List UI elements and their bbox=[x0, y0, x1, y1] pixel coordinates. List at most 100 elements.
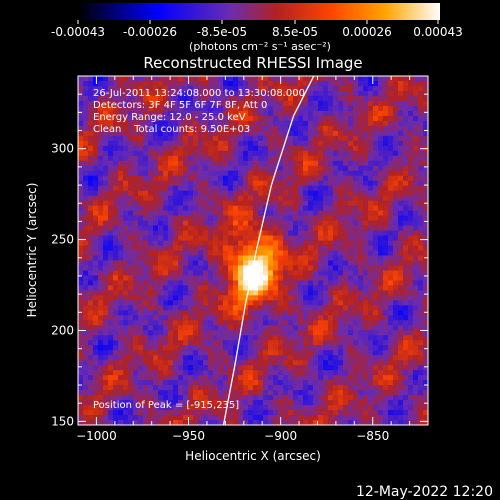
heatmap-cell bbox=[318, 125, 324, 132]
heatmap-cell bbox=[88, 260, 94, 266]
heatmap-cell bbox=[313, 360, 319, 366]
heatmap-cell bbox=[358, 420, 364, 425]
heatmap-cell bbox=[313, 370, 319, 376]
heatmap-cell bbox=[158, 100, 164, 107]
heatmap-cell bbox=[273, 330, 279, 336]
heatmap-cell bbox=[128, 76, 134, 82]
heatmap-cell bbox=[78, 230, 84, 236]
heatmap-cell bbox=[198, 320, 204, 326]
heatmap-cell bbox=[393, 185, 399, 192]
heatmap-cell bbox=[243, 135, 249, 142]
heatmap-cell bbox=[248, 175, 254, 182]
heatmap-cell bbox=[188, 325, 194, 331]
heatmap-cell bbox=[373, 175, 379, 182]
heatmap-cell bbox=[238, 420, 244, 425]
heatmap-cell bbox=[208, 375, 214, 381]
heatmap-cell bbox=[373, 210, 379, 216]
heatmap-cell bbox=[273, 90, 279, 97]
heatmap-cell bbox=[373, 200, 379, 207]
heatmap-cell bbox=[418, 260, 424, 266]
heatmap-cell bbox=[138, 225, 144, 231]
heatmap-cell bbox=[353, 315, 359, 321]
heatmap-cell bbox=[293, 165, 299, 172]
heatmap-cell bbox=[83, 410, 89, 416]
heatmap-cell bbox=[393, 205, 399, 212]
heatmap-cell bbox=[188, 320, 194, 326]
heatmap-cell bbox=[268, 300, 274, 306]
heatmap-cell bbox=[173, 380, 179, 386]
heatmap-cell bbox=[393, 420, 399, 425]
heatmap-cell bbox=[158, 145, 164, 152]
heatmap-cell bbox=[88, 335, 94, 341]
heatmap-cell bbox=[188, 205, 194, 212]
heatmap-cell bbox=[318, 285, 324, 291]
heatmap-cell bbox=[148, 90, 154, 97]
heatmap-cell bbox=[258, 325, 264, 331]
heatmap-cell bbox=[128, 260, 134, 266]
heatmap-cell bbox=[318, 290, 324, 296]
heatmap-cell bbox=[298, 350, 304, 356]
heatmap-cell bbox=[388, 280, 394, 286]
heatmap-cell bbox=[273, 350, 279, 356]
heatmap-cell bbox=[303, 380, 309, 386]
heatmap-cell bbox=[348, 280, 354, 286]
heatmap-cell bbox=[128, 340, 134, 346]
heatmap-cell bbox=[223, 265, 229, 271]
heatmap-cell bbox=[98, 400, 104, 406]
heatmap-cell bbox=[153, 335, 159, 341]
heatmap-cell bbox=[118, 255, 124, 261]
heatmap-cell bbox=[313, 315, 319, 321]
heatmap-cell bbox=[288, 295, 294, 301]
heatmap-cell bbox=[278, 265, 284, 271]
heatmap-cell bbox=[258, 95, 264, 102]
heatmap-cell bbox=[228, 290, 234, 296]
heatmap-cell bbox=[413, 120, 419, 127]
heatmap-cell bbox=[173, 410, 179, 416]
heatmap-cell bbox=[343, 100, 349, 107]
heatmap-cell bbox=[98, 340, 104, 346]
heatmap-cell bbox=[298, 355, 304, 361]
heatmap-cell bbox=[303, 415, 309, 421]
heatmap-cell bbox=[313, 375, 319, 381]
heatmap-cell bbox=[238, 115, 244, 122]
heatmap-cell bbox=[333, 285, 339, 291]
heatmap-cell bbox=[153, 185, 159, 192]
heatmap-cell bbox=[103, 140, 109, 147]
heatmap-cell bbox=[278, 410, 284, 416]
heatmap-cell bbox=[168, 135, 174, 142]
heatmap-cell bbox=[163, 95, 169, 102]
heatmap-cell bbox=[378, 265, 384, 271]
heatmap-cell bbox=[328, 120, 334, 127]
heatmap-cell bbox=[343, 155, 349, 162]
heatmap-cell bbox=[178, 260, 184, 266]
heatmap-cell bbox=[363, 405, 369, 411]
heatmap-cell bbox=[283, 275, 289, 281]
heatmap-cell bbox=[303, 320, 309, 326]
heatmap-cell bbox=[398, 320, 404, 326]
heatmap-cell bbox=[418, 235, 424, 241]
heatmap-cell bbox=[218, 215, 224, 221]
heatmap-cell bbox=[343, 285, 349, 291]
heatmap-cell bbox=[318, 335, 324, 341]
heatmap-cell bbox=[243, 405, 249, 411]
heatmap-cell bbox=[288, 150, 294, 157]
heatmap-cell bbox=[258, 400, 264, 406]
heatmap-cell bbox=[368, 220, 374, 226]
heatmap-cell bbox=[413, 405, 419, 411]
heatmap-cell bbox=[188, 365, 194, 371]
heatmap-cell bbox=[198, 265, 204, 271]
heatmap-cell bbox=[328, 385, 334, 391]
heatmap-cell bbox=[278, 240, 284, 246]
heatmap-cell bbox=[108, 305, 114, 311]
heatmap-cell bbox=[218, 130, 224, 137]
heatmap-cell bbox=[373, 205, 379, 212]
heatmap-cell bbox=[348, 205, 354, 212]
heatmap-cell bbox=[138, 130, 144, 137]
heatmap-cell bbox=[333, 385, 339, 391]
heatmap-cell bbox=[78, 265, 84, 271]
heatmap-cell bbox=[403, 420, 409, 425]
heatmap-cell bbox=[103, 245, 109, 251]
heatmap-cell bbox=[363, 415, 369, 421]
heatmap-cell bbox=[208, 120, 214, 127]
heatmap-cell bbox=[238, 405, 244, 411]
